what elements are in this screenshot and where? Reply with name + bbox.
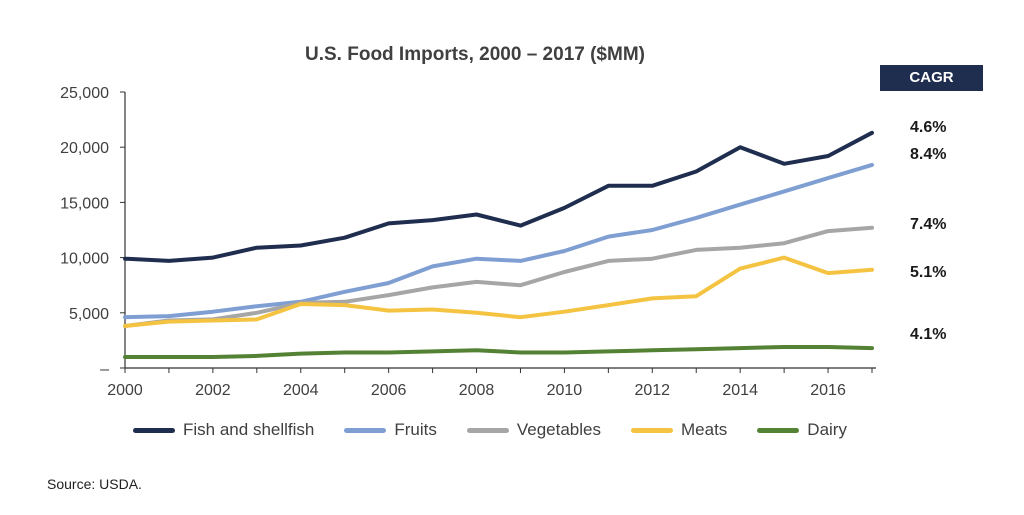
- legend-label: Dairy: [807, 420, 847, 439]
- legend-item: Meats: [631, 420, 727, 440]
- legend-item: Fish and shellfish: [133, 420, 314, 440]
- x-tick-label: 2016: [810, 382, 846, 399]
- series-line-fish-and-shellfish: [123, 130, 874, 263]
- series-lines: [123, 130, 874, 359]
- legend-item: Vegetables: [466, 420, 601, 440]
- x-tick-label: 2014: [722, 382, 758, 399]
- cagr-label: 4.6%: [910, 119, 947, 136]
- x-tick-label: 2002: [195, 382, 231, 399]
- x-tick-label: 2008: [459, 382, 495, 399]
- legend-item: Dairy: [757, 420, 847, 440]
- cagr-header: CAGR: [880, 65, 983, 91]
- cagr-label: 4.1%: [910, 326, 947, 343]
- y-tick-label: 5,000: [69, 306, 109, 323]
- legend-label: Vegetables: [516, 420, 601, 439]
- legend-label: Fish and shellfish: [183, 420, 315, 439]
- legend-label: Meats: [681, 420, 728, 439]
- series-line-fruits: [123, 162, 874, 320]
- legend-swatch: [466, 427, 509, 433]
- legend-swatch: [757, 427, 800, 433]
- legend: Fish and shellfish Fruits Vegetables Meats D…: [0, 420, 980, 440]
- cagr-label: 7.4%: [910, 216, 947, 233]
- line-chart: – 5,000 10,000 15,000 20,000 25,000 2000 2002 20…: [60, 85, 876, 399]
- source-note: Source: USDA.: [47, 476, 142, 492]
- cagr-label: 8.4%: [910, 146, 947, 163]
- axes: – 5,000 10,000 15,000 20,000 25,000 2000 2002 20…: [60, 85, 876, 399]
- legend-swatch: [133, 427, 176, 433]
- x-tick-label: 2006: [371, 382, 407, 399]
- y-tick-label: 25,000: [60, 85, 109, 102]
- legend-item: Fruits: [344, 420, 437, 440]
- x-tick-label: 2010: [547, 382, 583, 399]
- series-line-dairy: [123, 345, 874, 359]
- chart-title: U.S. Food Imports, 2000 – 2017 ($MM): [305, 44, 645, 65]
- x-tick-label: 2012: [634, 382, 670, 399]
- y-tick-label: 20,000: [60, 140, 109, 157]
- y-tick-label: 10,000: [60, 251, 109, 268]
- y-tick-label: –: [100, 361, 109, 378]
- series-line-meats: [123, 255, 874, 328]
- x-tick-label: 2000: [107, 382, 143, 399]
- legend-swatch: [631, 427, 673, 433]
- x-tick-label: 2004: [283, 382, 319, 399]
- legend-swatch: [344, 427, 387, 433]
- legend-label: Fruits: [394, 420, 437, 439]
- cagr-label: 5.1%: [910, 264, 947, 281]
- y-tick-label: 15,000: [60, 195, 109, 212]
- series-line-vegetables: [123, 225, 874, 328]
